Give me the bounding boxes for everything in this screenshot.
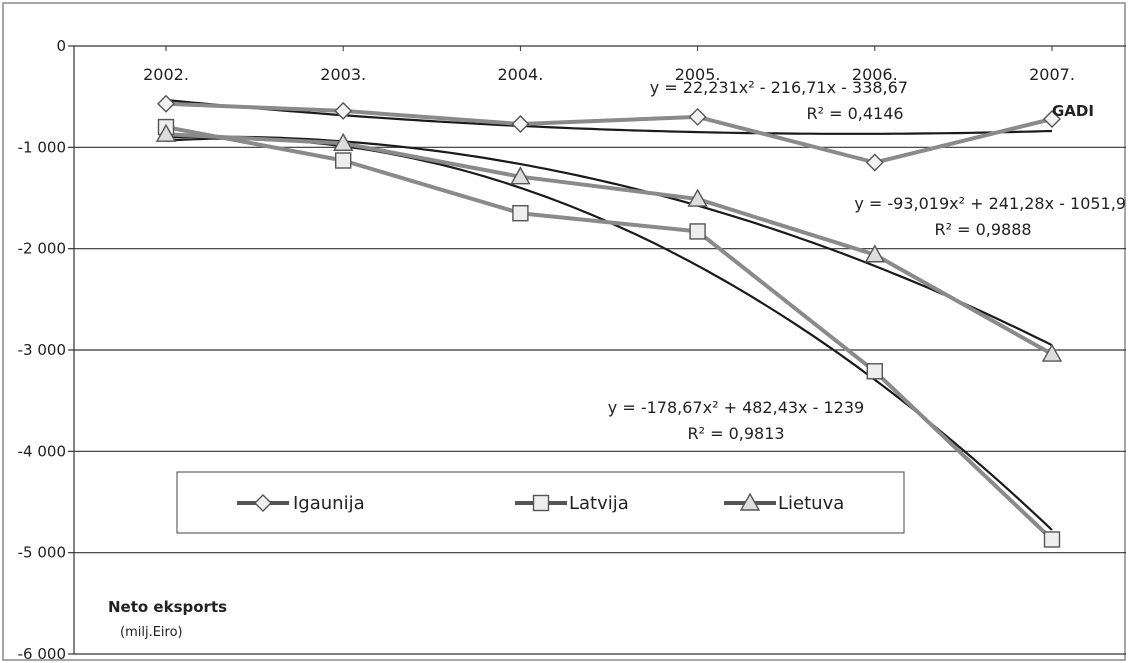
data-point-igaunija — [688, 107, 707, 126]
y-axis-unit: (milj.Eiro) — [120, 625, 183, 640]
legend: Igaunija Latvija Lietuva — [176, 471, 905, 534]
data-point-latvija — [335, 152, 352, 169]
data-point-igaunija — [1043, 109, 1061, 128]
y-tick-label: -2 000 — [18, 240, 66, 258]
x-category-label: 2003. — [320, 65, 366, 84]
trend-r2-latvija: R² = 0,9813 — [687, 424, 784, 443]
data-point-latvija — [1043, 531, 1061, 548]
data-point-lietuva — [510, 166, 531, 185]
trend-r2-igaunija: R² = 0,4146 — [806, 104, 903, 123]
y-tick-label: -6 000 — [18, 645, 66, 663]
y-tick-label: -3 000 — [18, 341, 66, 359]
y-axis-title: Neto eksports — [108, 598, 227, 616]
data-point-igaunija — [334, 101, 353, 120]
trend-eq-igaunija: y = 22,231x² - 216,71x - 338,67 — [650, 78, 908, 97]
data-point-igaunija — [157, 94, 175, 113]
trend-eq-lietuva: y = -93,019x² + 241,28x - 1051,9 — [854, 194, 1126, 213]
data-point-latvija — [866, 363, 883, 380]
series-line-lietuva — [165, 132, 1053, 356]
legend-label-latvija: Latvija — [569, 493, 629, 514]
x-category-label: 2006. — [852, 65, 898, 84]
legend-label-lietuva: Lietuva — [778, 493, 844, 514]
x-category-label: 2005. — [675, 65, 721, 84]
trendline-igaunija — [165, 98, 1053, 135]
data-point-lietuva — [333, 132, 354, 151]
data-point-lietuva — [864, 244, 885, 263]
data-point-igaunija — [511, 115, 530, 134]
data-point-lietuva — [1041, 343, 1063, 362]
data-point-igaunija — [865, 153, 884, 172]
x-axis-label: GADI — [1052, 102, 1094, 120]
x-category-label: 2004. — [497, 65, 543, 84]
x-category-label: 2007. — [1029, 65, 1075, 84]
y-tick-label: -5 000 — [18, 544, 66, 562]
gridlines — [68, 45, 1126, 655]
trend-r2-lietuva: R² = 0,9888 — [934, 220, 1031, 239]
y-tick-label: -4 000 — [18, 442, 66, 460]
data-point-lietuva — [687, 188, 708, 207]
series-line-igaunija — [165, 101, 1053, 165]
legend-marker-lietuva — [739, 492, 761, 511]
data-series — [165, 101, 1054, 541]
x-axis-categories: 2002. 2003. 2004. 2005. 2006. 2007. — [143, 65, 1075, 84]
y-tick-label: 0 — [56, 37, 66, 55]
trendline-lietuva — [165, 135, 1053, 347]
legend-marker-latvija — [532, 494, 550, 512]
series-line-latvija — [165, 125, 1054, 541]
y-axis-ticks: 0 -1 000 -2 000 -3 000 -4 000 -5 000 -6 000 — [18, 37, 66, 663]
legend-label-igaunija: Igaunija — [293, 493, 365, 514]
trend-eq-latvija: y = -178,67x² + 482,43x - 1239 — [608, 398, 864, 417]
legend-marker-igaunija — [254, 494, 272, 512]
y-tick-label: -1 000 — [18, 138, 66, 156]
x-category-label: 2002. — [143, 65, 189, 84]
data-point-lietuva — [155, 123, 177, 142]
data-point-latvija — [689, 223, 706, 240]
data-markers — [155, 94, 1063, 548]
data-point-latvija — [512, 204, 529, 222]
